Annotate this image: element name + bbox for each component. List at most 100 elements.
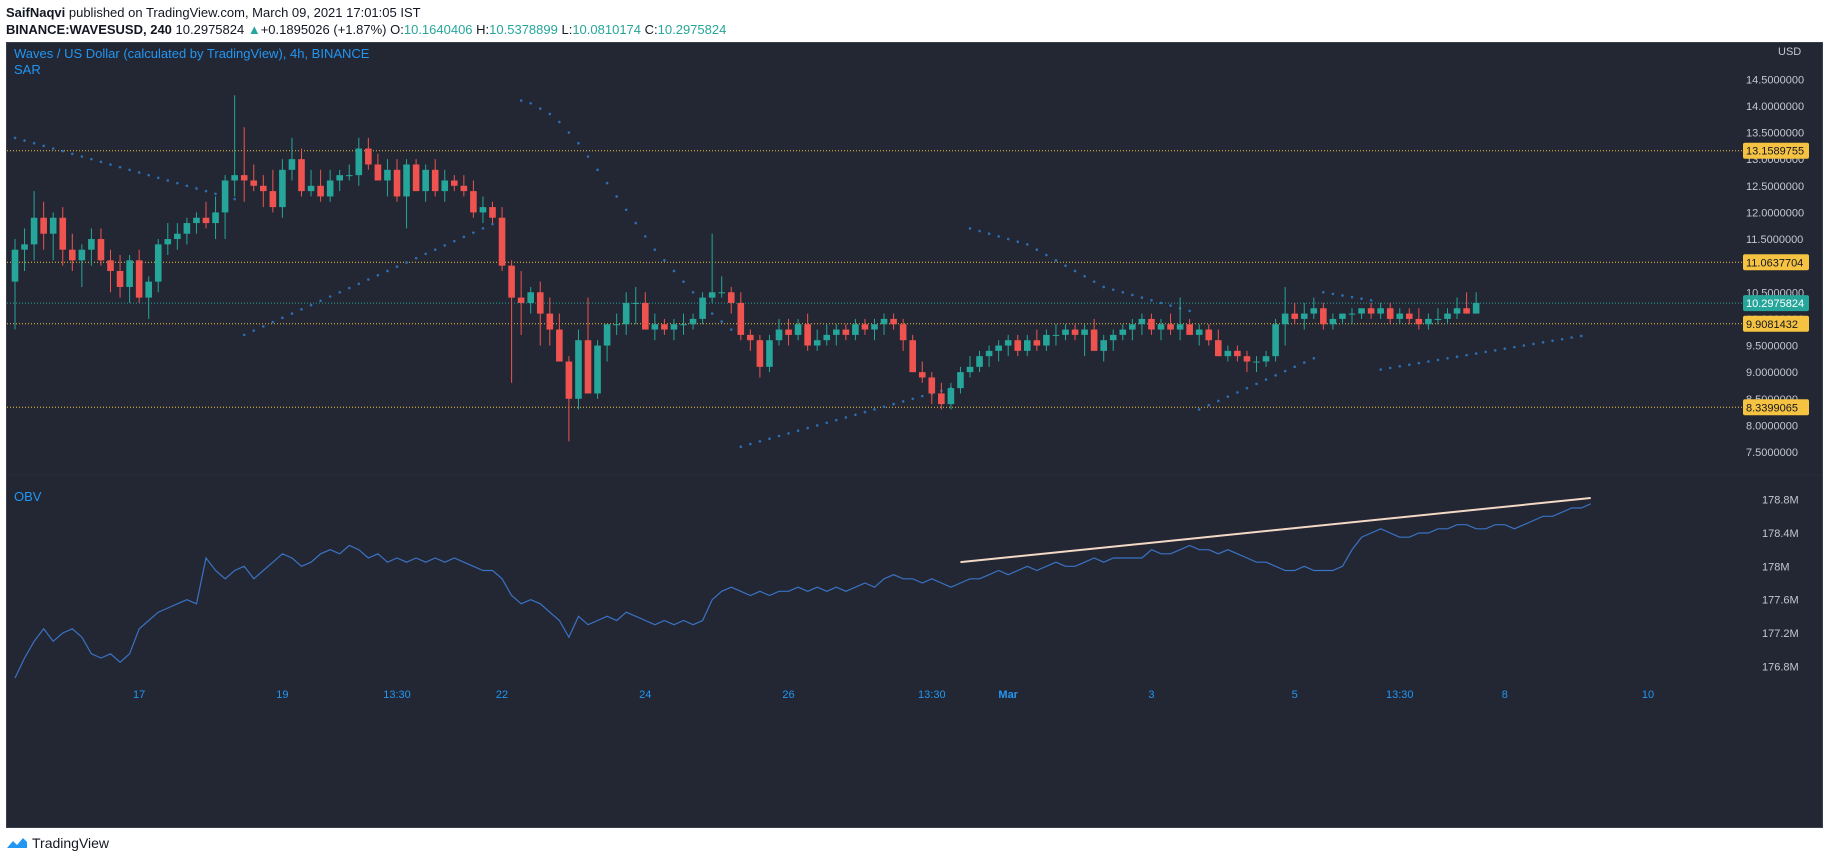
candle-body[interactable] — [871, 324, 878, 330]
candle-body[interactable] — [613, 324, 620, 326]
candle-body[interactable] — [575, 340, 582, 399]
candle-body[interactable] — [680, 324, 687, 326]
candle-body[interactable] — [699, 297, 706, 319]
candle-body[interactable] — [240, 175, 248, 181]
candle-body[interactable] — [880, 318, 888, 325]
candle-body[interactable] — [651, 324, 659, 330]
candle-body[interactable] — [689, 318, 697, 325]
candle-body[interactable] — [718, 292, 725, 294]
candle-body[interactable] — [1224, 350, 1232, 357]
candle-body[interactable] — [661, 324, 668, 330]
candle-body[interactable] — [1148, 318, 1155, 330]
candle-body[interactable] — [11, 249, 19, 282]
candle-body[interactable] — [794, 324, 802, 335]
candle-body[interactable] — [1100, 340, 1107, 351]
candle-body[interactable] — [1300, 313, 1308, 319]
candle-body[interactable] — [1463, 308, 1470, 314]
candle-body[interactable] — [1386, 308, 1394, 319]
candle-body[interactable] — [212, 212, 219, 224]
obv-label[interactable]: OBV — [14, 489, 42, 504]
candle-body[interactable] — [307, 185, 315, 192]
candle-body[interactable] — [374, 164, 382, 181]
candle-body[interactable] — [298, 159, 305, 192]
candle-body[interactable] — [1129, 324, 1136, 330]
candle-body[interactable] — [1167, 324, 1174, 330]
candle-body[interactable] — [747, 334, 754, 341]
candle-body[interactable] — [1444, 313, 1451, 319]
candle-body[interactable] — [756, 340, 764, 367]
candle-body[interactable] — [174, 233, 181, 240]
candle-body[interactable] — [1262, 356, 1270, 362]
candle-body[interactable] — [833, 329, 840, 335]
candle-body[interactable] — [1195, 329, 1203, 335]
candle-body[interactable] — [737, 302, 745, 335]
candle-body[interactable] — [1320, 308, 1327, 325]
candle-body[interactable] — [1157, 324, 1165, 330]
candle-body[interactable] — [135, 260, 143, 298]
candle-body[interactable] — [460, 185, 468, 192]
candle-body[interactable] — [1281, 313, 1289, 325]
candle-body[interactable] — [116, 270, 124, 287]
candle-body[interactable] — [556, 329, 563, 362]
candle-body[interactable] — [269, 191, 277, 208]
candle-body[interactable] — [1024, 340, 1031, 351]
candle-body[interactable] — [708, 292, 716, 298]
candle-body[interactable] — [938, 393, 945, 405]
candle-body[interactable] — [489, 207, 496, 218]
candle-body[interactable] — [727, 292, 735, 303]
candle-body[interactable] — [928, 377, 936, 394]
candle-body[interactable] — [890, 318, 897, 325]
candle-body[interactable] — [1425, 318, 1432, 325]
candle-body[interactable] — [1339, 313, 1346, 319]
candle-body[interactable] — [842, 329, 850, 335]
candle-body[interactable] — [957, 372, 964, 389]
candle-body[interactable] — [326, 180, 334, 197]
sar-label[interactable]: SAR — [14, 62, 41, 77]
candle-body[interactable] — [985, 350, 993, 357]
obv-trendline[interactable] — [960, 497, 1591, 564]
candle-body[interactable] — [622, 302, 630, 325]
candle-body[interactable] — [88, 239, 95, 250]
candle-body[interactable] — [1205, 329, 1213, 341]
candle-body[interactable] — [527, 292, 534, 303]
candle-body[interactable] — [804, 324, 811, 346]
publisher-name[interactable]: SaifNaqvi — [6, 5, 66, 20]
candle-body[interactable] — [59, 217, 67, 250]
candle-body[interactable] — [317, 185, 324, 197]
candle-body[interactable] — [1243, 356, 1251, 362]
candle-body[interactable] — [642, 302, 649, 330]
candle-body[interactable] — [126, 260, 133, 287]
candle-body[interactable] — [584, 340, 592, 394]
candle-body[interactable] — [1109, 334, 1117, 341]
candle-body[interactable] — [384, 169, 391, 181]
candle-body[interactable] — [775, 329, 783, 341]
candle-body[interactable] — [1071, 329, 1079, 335]
chart-area[interactable]: 7.50000008.00000008.50000009.00000009.50… — [6, 42, 1823, 828]
candle-body[interactable] — [1348, 313, 1356, 315]
candle-body[interactable] — [546, 313, 554, 330]
candle-body[interactable] — [479, 207, 487, 213]
candle-body[interactable] — [202, 217, 210, 224]
candle-body[interactable] — [1014, 340, 1022, 351]
candle-body[interactable] — [1377, 308, 1384, 314]
candle-body[interactable] — [1090, 329, 1098, 351]
candle-body[interactable] — [966, 366, 974, 373]
candle-body[interactable] — [40, 217, 47, 234]
candle-body[interactable] — [97, 239, 105, 261]
candle-body[interactable] — [766, 340, 773, 367]
candle-body[interactable] — [670, 324, 678, 330]
candle-body[interactable] — [221, 180, 229, 213]
candle-body[interactable] — [536, 292, 544, 314]
candle-body[interactable] — [1119, 329, 1127, 335]
candle-body[interactable] — [1367, 308, 1375, 314]
candle-body[interactable] — [1453, 308, 1461, 314]
candle-body[interactable] — [451, 180, 458, 186]
candle-body[interactable] — [1434, 318, 1442, 320]
candle-body[interactable] — [1234, 350, 1241, 357]
candle-body[interactable] — [852, 324, 859, 335]
candle-body[interactable] — [1186, 324, 1193, 335]
candle-body[interactable] — [1004, 340, 1012, 346]
candle-body[interactable] — [1272, 324, 1279, 357]
candle-body[interactable] — [345, 175, 353, 177]
candle-body[interactable] — [279, 169, 286, 208]
